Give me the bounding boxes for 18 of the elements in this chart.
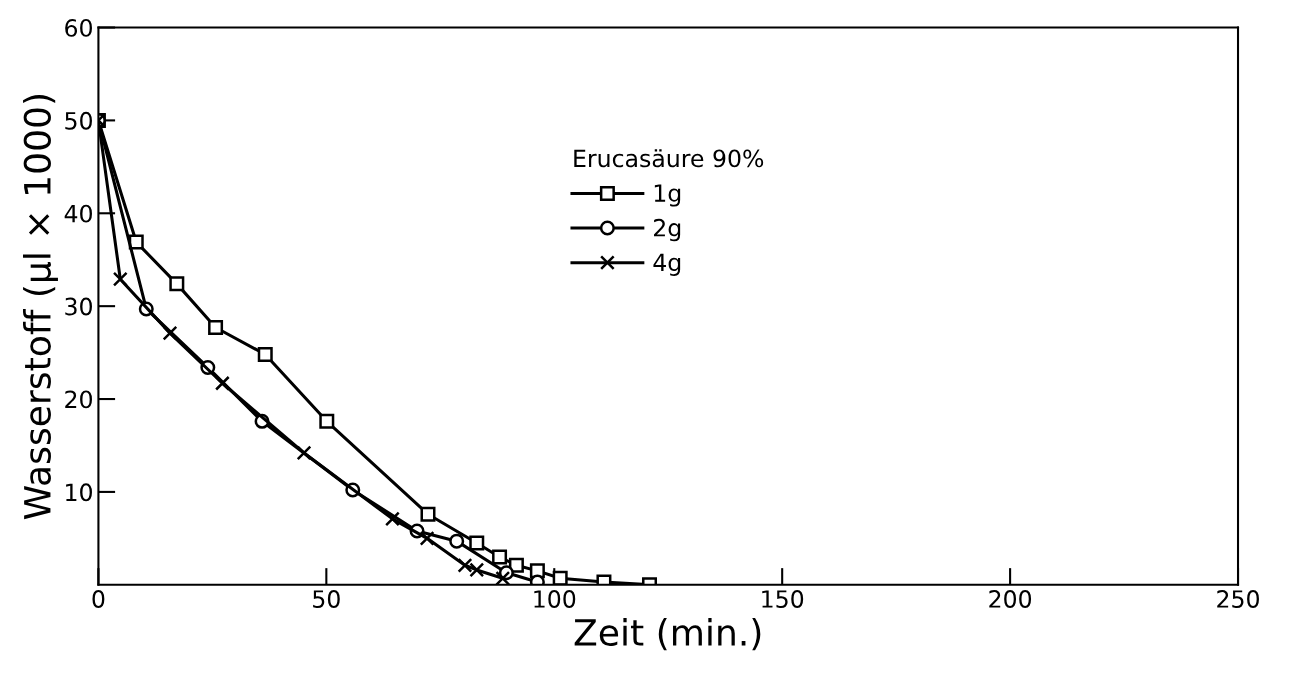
legend-label: 2g: [654, 218, 681, 242]
x-tick-label: 50: [313, 590, 340, 608]
y-tick-label: 20: [65, 390, 92, 409]
y-tick-label: 10: [66, 483, 92, 502]
x-axis-title: Zeit (min.): [574, 618, 761, 651]
y-tick-label: 50: [65, 111, 92, 130]
x-tick-label: 250: [1217, 590, 1259, 608]
legend-title: Erucasäure 90%: [574, 149, 764, 168]
y-tick-label: 40: [64, 204, 92, 223]
x-tick-label: 100: [534, 590, 576, 608]
legend-label: 1g: [654, 184, 681, 207]
x-tick-label: 0: [92, 590, 105, 608]
y-tick-label: 30: [65, 297, 92, 316]
x-tick-label: 200: [989, 590, 1032, 608]
y-tick-label: 60: [65, 18, 92, 37]
legend-label: 4g: [653, 253, 681, 276]
x-tick-label: 150: [762, 590, 804, 608]
y-axis-title: Wasserstoff (µl × 1000): [23, 95, 58, 520]
